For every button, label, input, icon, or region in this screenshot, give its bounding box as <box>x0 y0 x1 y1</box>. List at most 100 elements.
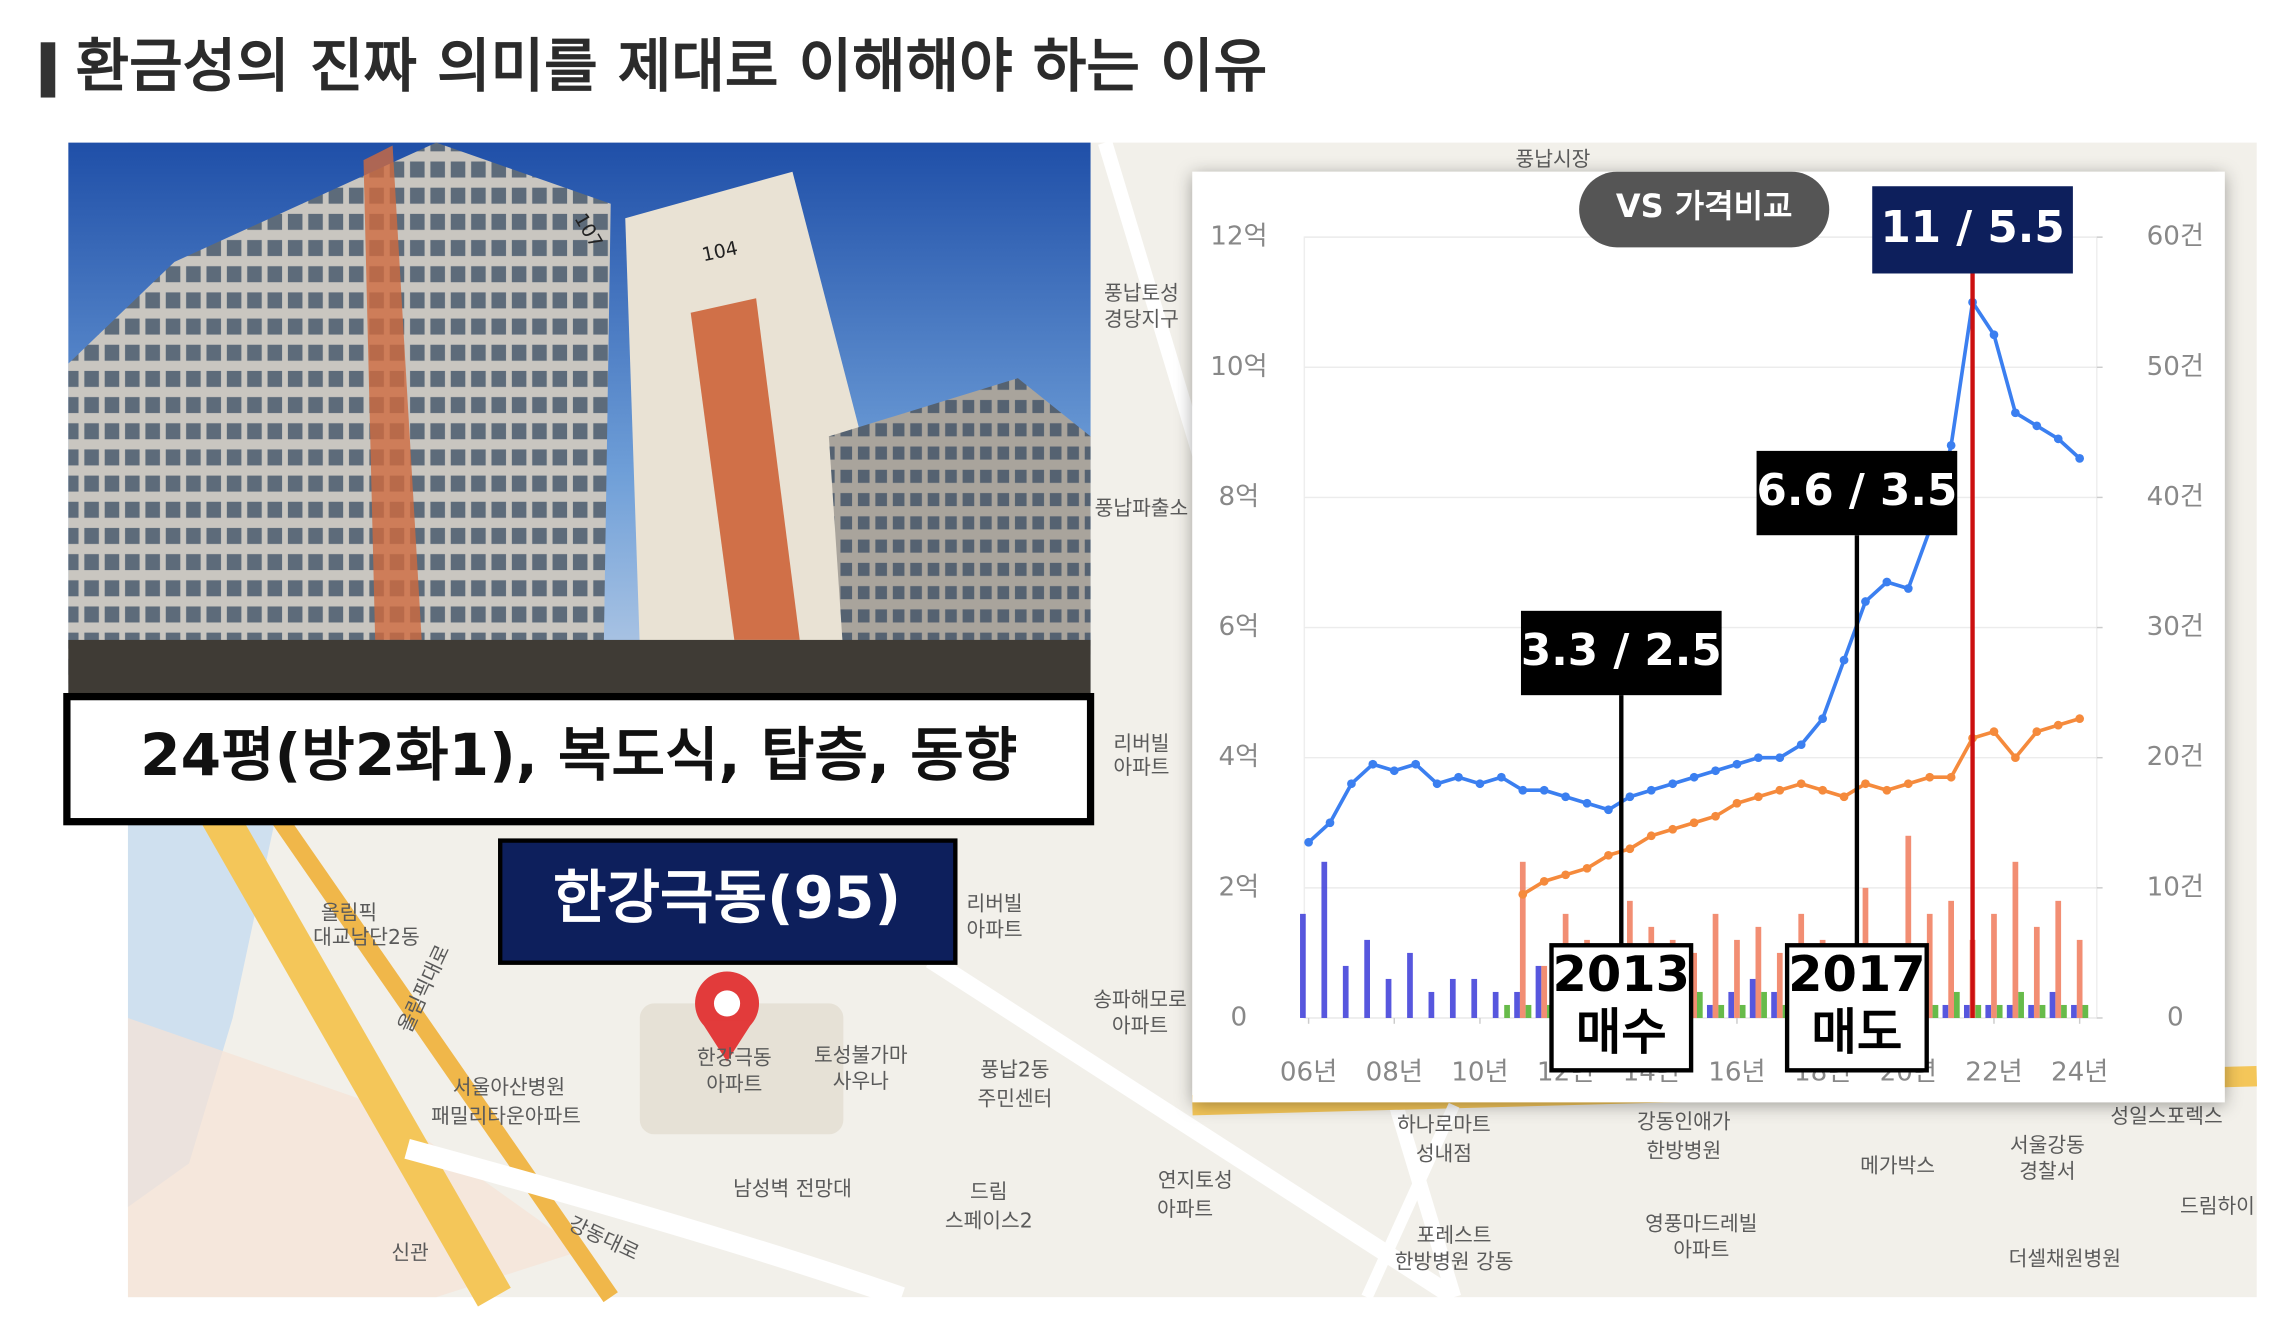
price-dot <box>1861 597 1870 606</box>
map-label: 주민센터 <box>978 1086 1053 1110</box>
annotation-text: 3.3 / 2.5 <box>1521 626 1722 676</box>
price-dot <box>1861 779 1870 789</box>
price-dot <box>1754 753 1763 763</box>
map-label: 풍납토성 <box>1104 281 1179 305</box>
map-label: 메가박스 <box>1860 1153 1935 1177</box>
volume-bar <box>1321 861 1328 1018</box>
map-label: 성내점 <box>1416 1142 1472 1166</box>
price-dot <box>1432 779 1442 789</box>
volume-bar <box>1953 991 1960 1018</box>
y-tick-label: 4억 <box>1219 742 1260 772</box>
volume-bar <box>1776 952 1783 1018</box>
road <box>201 805 511 1307</box>
volume-bar <box>2012 861 2019 1018</box>
road <box>925 952 1459 1305</box>
block <box>639 1003 844 1135</box>
map-label: 한방병원 강동 <box>1395 1249 1514 1273</box>
volume-bar <box>1749 978 1756 1018</box>
price-dot <box>1646 785 1656 795</box>
map-label: 남성벽 전망대 <box>733 1177 852 1201</box>
x-tick-label: 24년 <box>2051 1058 2108 1088</box>
map-label: 서울강동 <box>2010 1133 2085 1157</box>
map-label: 한강극동 <box>697 1046 772 1070</box>
volume-bar <box>2018 991 2024 1018</box>
price-dot <box>1454 772 1463 782</box>
event-text: 매도 <box>1811 1003 1902 1061</box>
price-dot <box>1925 772 1935 782</box>
price-dot <box>1561 792 1570 802</box>
annotation-text: 11 / 5.5 <box>1880 203 2064 253</box>
map-label: 아파트 <box>1157 1197 1213 1221</box>
price-dot <box>1946 772 1956 782</box>
price-dot <box>1518 785 1528 795</box>
y2-tick-label: 30건 <box>2147 612 2204 642</box>
event-text: 2013 <box>1553 945 1691 1003</box>
volume-bar <box>1734 939 1740 1018</box>
price-dot <box>1582 798 1592 808</box>
y2-tick-label: 10건 <box>2147 872 2204 902</box>
volume-bar <box>1926 913 1933 1018</box>
map-label: 패밀리타운아파트 <box>431 1104 581 1128</box>
x-tick-label: 16년 <box>1708 1058 1765 1088</box>
map-label: 스페이스2 <box>945 1209 1033 1233</box>
volume-bar <box>1771 991 1777 1018</box>
volume-bar <box>2061 1004 2067 1018</box>
y-tick-label: 8억 <box>1219 482 1260 512</box>
vs-pill <box>1579 171 1830 248</box>
photo: 107 104 <box>68 142 1091 696</box>
map-label: 신관 <box>391 1241 428 1265</box>
price-dot <box>2011 408 2020 418</box>
volume-bar <box>1471 978 1478 1018</box>
volume-bar <box>1541 965 1548 1018</box>
complex-label: 한강극동(95) <box>553 864 901 932</box>
volume-bar <box>1342 965 1349 1018</box>
volume-bar <box>1504 1004 1510 1018</box>
building <box>68 142 611 684</box>
price-dot <box>1625 792 1635 802</box>
price-dot <box>1539 785 1549 795</box>
price-dot <box>1518 889 1528 899</box>
price-dot <box>1668 779 1678 789</box>
map-label: 아파트 <box>706 1072 762 1096</box>
price-dot <box>1818 714 1827 724</box>
price-dot <box>1839 792 1849 802</box>
price-dot <box>1732 759 1742 769</box>
map-label: 리버빌 <box>967 892 1023 916</box>
x-tick-label: 22년 <box>1965 1058 2022 1088</box>
price-dot <box>1304 837 1313 847</box>
map-label: 풍납시장 <box>1516 147 1591 171</box>
annotation-box <box>1872 186 2073 274</box>
volume-bar <box>1449 978 1456 1018</box>
price-dot <box>1347 779 1356 789</box>
map-label: 드림 <box>970 1179 1007 1203</box>
event-box <box>1784 943 1929 1073</box>
price-dot <box>1389 766 1399 776</box>
price-dot <box>1711 811 1720 821</box>
caption-box <box>63 692 1095 826</box>
volume-bar <box>1712 913 1719 1018</box>
building-stripe <box>690 298 800 640</box>
annotation-box <box>1756 450 1958 536</box>
price-dot <box>1796 740 1806 750</box>
price-dot <box>1604 805 1613 815</box>
volume-bar <box>1755 926 1762 1018</box>
price-dot <box>1689 772 1699 782</box>
map-label: 리버빌 <box>1113 732 1169 756</box>
volume-bar <box>1525 1004 1532 1018</box>
volume-bar <box>2076 939 2083 1018</box>
map-label: 토성불가마 <box>814 1043 908 1067</box>
price-dot <box>1604 850 1613 860</box>
price-dot <box>1689 818 1699 828</box>
price-dot <box>1496 772 1506 782</box>
volume-bar <box>1492 991 1499 1018</box>
map-label: 아파트 <box>1113 755 1169 779</box>
volume-bar <box>1985 1004 1992 1018</box>
map-label: 아파트 <box>1673 1238 1729 1262</box>
volume-bar <box>1300 913 1306 1018</box>
price-dot <box>2053 434 2063 444</box>
x-tick-label: 10년 <box>1451 1058 1508 1088</box>
map-label: 서울아산병원 <box>453 1075 565 1099</box>
price-dot <box>1711 766 1720 776</box>
map-label: 더셀채원병원 <box>2009 1246 2121 1270</box>
map-label: 풍납파출소 <box>1095 496 1189 520</box>
